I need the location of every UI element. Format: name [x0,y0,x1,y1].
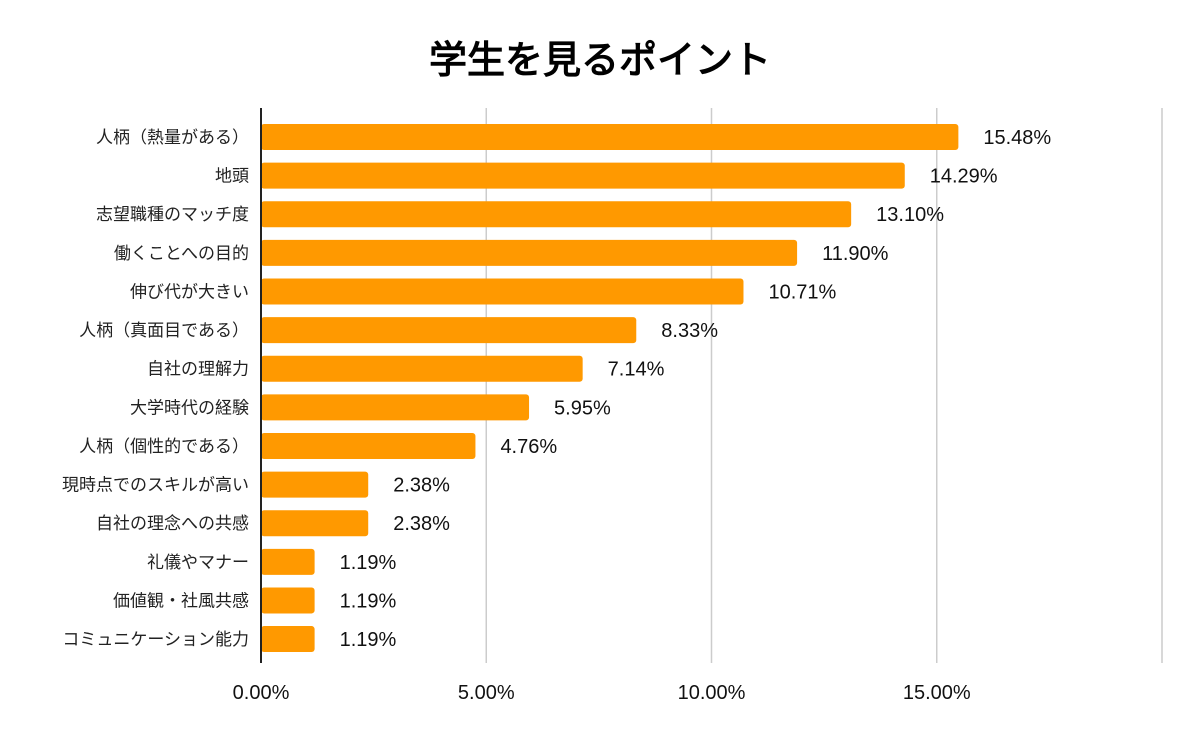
value-label: 8.33% [661,320,718,342]
category-label: 伸び代が大きい [130,282,249,302]
category-label: 自社の理解力 [147,360,249,380]
category-label: 人柄（真面目である） [79,321,249,341]
bar [261,626,315,653]
category-labels: 人柄（熱量がある） 地頭志望職種のマッチ度働くことへの目的伸び代が大きい人柄（真面… [62,128,249,650]
value-label: 14.29% [930,166,998,188]
bar [261,124,959,150]
bars [261,124,959,653]
category-label: 志望職種のマッチ度 [96,205,249,225]
bar [261,548,315,575]
bar [261,432,476,459]
bar [261,239,798,266]
value-label: 11.90% [822,243,889,265]
value-label: 4.76% [500,436,557,458]
bar [261,355,583,382]
category-label: 礼儀やマナー [147,553,249,573]
value-label: 2.38% [393,513,450,535]
bar [261,510,369,537]
x-tick-label: 0.00% [233,682,290,704]
category-label: 自社の理念への共感 [96,513,249,534]
bar [261,162,905,189]
x-tick-label: 15.00% [903,682,971,704]
bar [261,587,315,614]
category-label: 働くことへの目的 [114,244,249,264]
gridlines [485,108,1163,663]
value-label: 5.95% [554,397,611,419]
category-label: 地頭 [215,167,249,187]
category-label: 人柄（熱量がある） [96,128,249,148]
value-label: 7.14% [608,359,665,381]
bar [261,317,637,344]
value-label: 2.38% [393,475,450,497]
category-label: 価値観・社風共感 [113,591,249,611]
value-label: 1.19% [340,590,397,612]
category-label: 人柄（個性的である） [79,437,249,457]
value-label: 1.19% [340,629,397,651]
value-label: 1.19% [340,552,397,574]
value-label: 13.10% [876,204,944,226]
category-label: 大学時代の経験 [130,398,249,418]
value-label: 10.71% [768,281,836,303]
bar [261,471,369,498]
category-label: 現時点でのスキルが高い [62,476,249,496]
value-labels: 15.48% 14.29% 13.10% 11.90% 10.71% 8.33% 7.14%… [340,127,1052,651]
value-label: 15.48% [983,127,1051,149]
bar [261,201,852,228]
category-label: コミュニケーション能力 [62,630,249,650]
bar [261,394,530,421]
x-tick-label: 10.00% [678,682,746,704]
chart-title: 学生を見るポイント [429,38,771,82]
bar [261,278,744,305]
x-tick-label: 5.00% [458,682,515,704]
x-axis-tick-labels: 0.00% 5.00% 10.00% 15.00% [233,682,971,704]
